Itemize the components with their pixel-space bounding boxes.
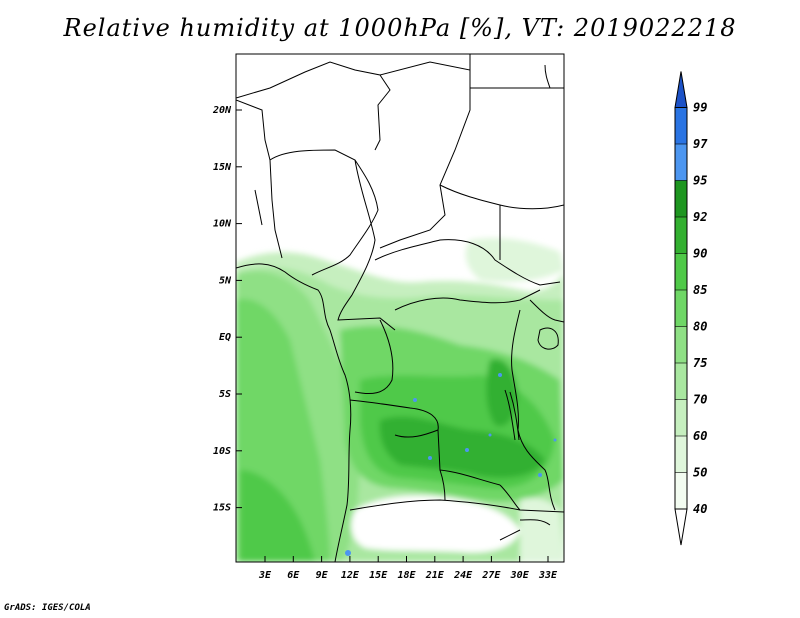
lake-victoria xyxy=(537,327,559,350)
border-angola-south xyxy=(349,499,564,513)
border-mali xyxy=(236,99,271,161)
grads-credit: GrADS: IGES/COLA xyxy=(4,603,91,613)
lat-label: 5S xyxy=(219,389,231,400)
colorbar-label: 75 xyxy=(693,356,707,370)
colorbar-label: 60 xyxy=(693,429,707,443)
colorbar-segment xyxy=(675,253,687,290)
colorbar-low-arrow xyxy=(674,508,688,546)
colorbar-label: 50 xyxy=(693,466,707,480)
lat-label: 5N xyxy=(219,275,232,286)
lat-label: 10S xyxy=(213,446,231,457)
map-frame xyxy=(235,53,565,563)
lon-label: 21E xyxy=(425,570,445,581)
lon-label: 6E xyxy=(287,570,300,581)
lon-label: 15E xyxy=(369,570,388,581)
longitude-axis: 3E 6E 9E 12E 15E 18E 21E 24E 27E 30E 33E xyxy=(258,556,558,581)
colorbar-segment xyxy=(675,144,687,181)
lat-label: 20N xyxy=(212,105,232,116)
lat-label: 10N xyxy=(213,219,232,230)
colorbar-label: 80 xyxy=(693,320,707,334)
lake-tanganyika xyxy=(504,389,520,441)
colorbar-segment xyxy=(675,472,687,509)
lon-label: 3E xyxy=(258,570,272,581)
shade-blue-pockets xyxy=(345,373,557,556)
shade-atlantic-deep xyxy=(240,470,315,562)
border-benin xyxy=(254,159,283,259)
border-cameroon xyxy=(337,159,396,331)
lon-label: 27E xyxy=(481,570,501,581)
coastline-west xyxy=(236,263,352,562)
border-niger xyxy=(236,61,391,151)
colorbar-high-arrow xyxy=(674,71,688,108)
lon-label: 30E xyxy=(510,570,530,581)
colorbar-label: 97 xyxy=(693,137,708,151)
lon-label: 9E xyxy=(316,570,329,581)
border-zambia xyxy=(439,469,521,511)
colorbar-segment xyxy=(675,326,687,363)
colorbar-segment xyxy=(675,399,687,436)
colorbar-segment xyxy=(675,290,687,327)
latitude-axis: 20N 15N 10N 5N EQ 5S 10S 15S xyxy=(212,105,242,514)
colorbar-segment xyxy=(675,363,687,400)
border-drc-angola xyxy=(394,429,439,438)
colorbar-segment xyxy=(675,180,687,217)
lat-label: EQ xyxy=(219,332,231,343)
colorbar-segment xyxy=(675,436,687,473)
colorbar-label: 95 xyxy=(693,174,707,188)
border-congo xyxy=(354,319,394,394)
shade-congo-core xyxy=(379,416,545,478)
lon-label: 12E xyxy=(341,570,360,581)
map-title: Relative humidity at 1000hPa [%], VT: 20… xyxy=(63,14,737,42)
lat-label: 15S xyxy=(213,503,231,514)
lon-label: 33E xyxy=(538,570,558,581)
colorbar-label: 40 xyxy=(693,502,707,516)
colorbar-label: 90 xyxy=(693,247,707,261)
colorbar-label: 92 xyxy=(693,210,707,224)
colorbar-label: 70 xyxy=(693,393,707,407)
border-car-south xyxy=(394,289,541,311)
lat-label: 15N xyxy=(213,162,232,173)
border-nigeria xyxy=(269,149,379,276)
shade-north-moist xyxy=(465,238,564,282)
border-south-sudan xyxy=(439,184,564,260)
humidity-map: 20N 15N 10N 5N EQ 5S 10S 15S 3E 6E 9E 12E 15E 18E 21E… xyxy=(212,53,708,581)
lon-label: 24E xyxy=(453,570,473,581)
border-drc-west xyxy=(349,399,501,486)
border-car xyxy=(374,239,561,286)
border-mozambique xyxy=(499,519,551,541)
colorbar-segment xyxy=(675,217,687,254)
colorbar-label: 99 xyxy=(693,101,707,115)
border-uganda-kenya xyxy=(529,299,564,323)
colorbar: 40 50 60 70 75 80 85 90 92 95 97 99 xyxy=(674,71,708,546)
colorbar-label: 85 xyxy=(693,283,707,297)
colorbar-segment xyxy=(675,107,687,144)
shade-dry-east xyxy=(520,498,564,562)
lon-label: 18E xyxy=(397,570,416,581)
shade-dry-south xyxy=(351,495,520,553)
border-chad xyxy=(379,61,471,249)
border-egypt-sudan xyxy=(469,54,551,89)
country-borders xyxy=(236,54,564,562)
